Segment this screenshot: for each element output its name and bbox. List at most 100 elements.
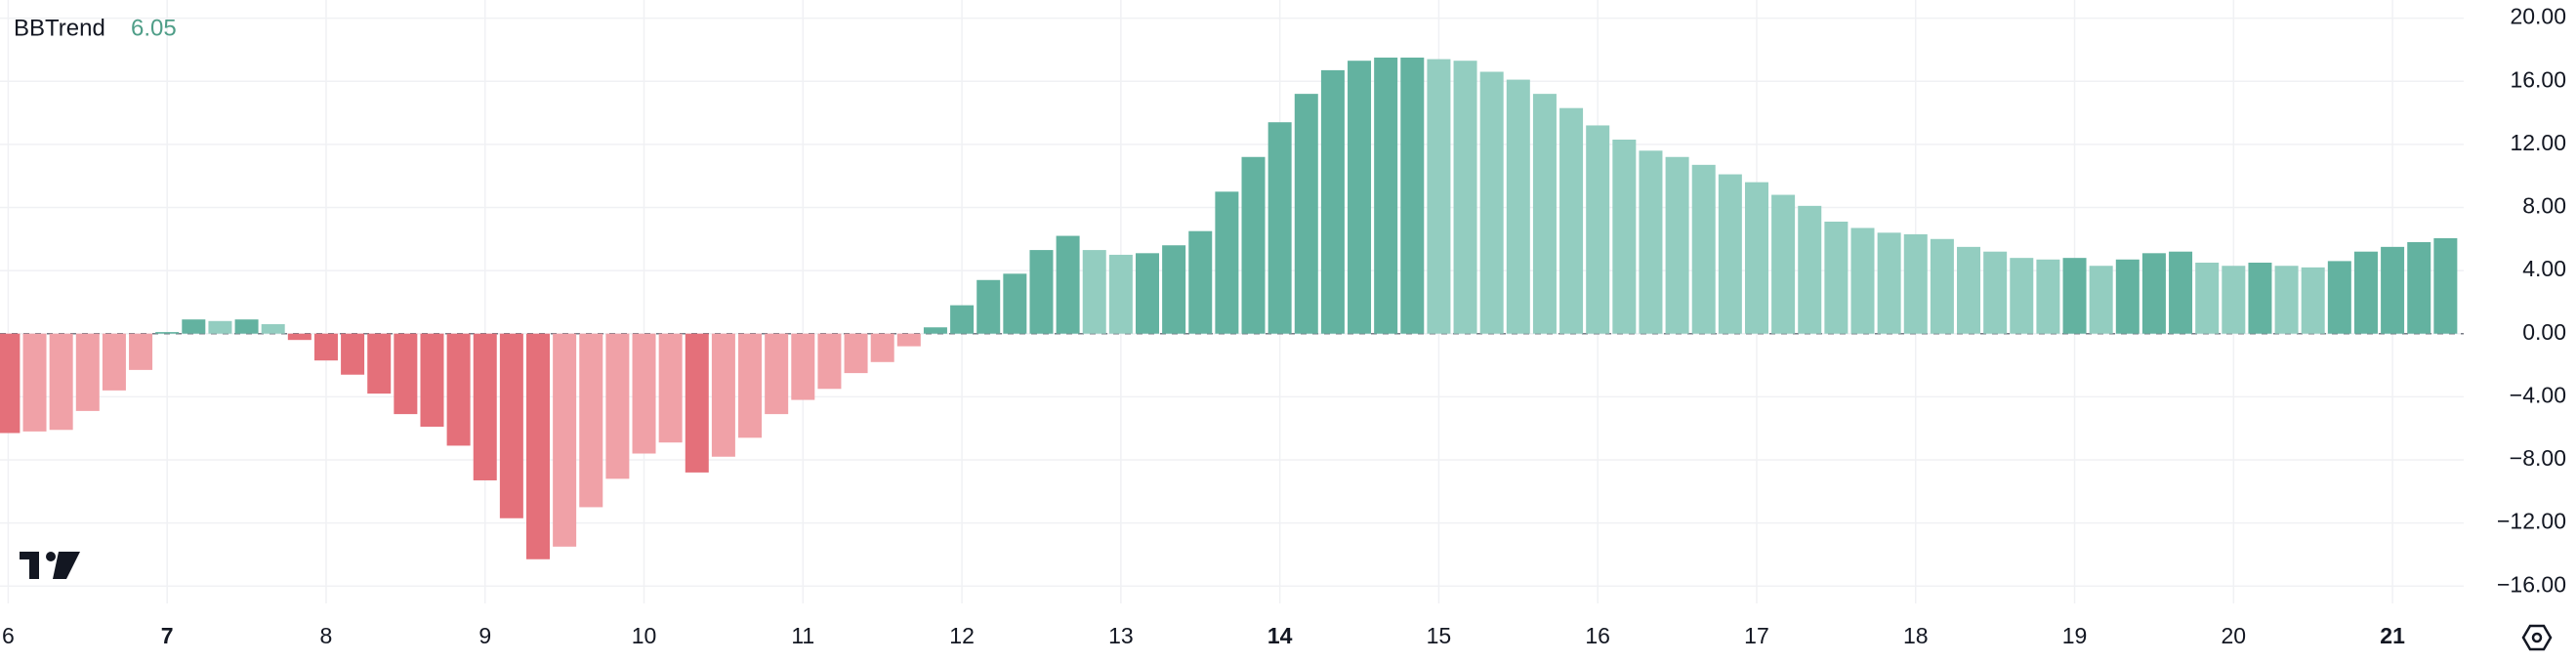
bar <box>2301 267 2325 334</box>
last-value: 6.05 <box>131 15 177 41</box>
bar <box>1267 122 1292 334</box>
bar <box>367 333 392 394</box>
bar <box>1135 253 1159 334</box>
bar <box>1744 182 1768 334</box>
bar <box>1188 230 1213 334</box>
bar <box>950 305 975 334</box>
bar <box>2222 266 2246 334</box>
bar <box>1586 125 1610 334</box>
chart-title: BBTrend <box>14 15 105 41</box>
bar <box>791 333 815 400</box>
bar <box>1691 164 1716 334</box>
bar <box>1348 61 1372 334</box>
settings-icon[interactable] <box>2521 624 2553 651</box>
bar <box>685 333 709 473</box>
bar <box>1665 156 1689 334</box>
bar <box>2089 266 2113 334</box>
x-tick-label: 9 <box>478 623 491 648</box>
bar <box>420 333 444 428</box>
bar <box>923 327 947 334</box>
y-tick-label: 4.00 <box>2522 256 2566 281</box>
x-tick-label: 16 <box>1585 623 1610 648</box>
bar <box>1241 156 1266 334</box>
bar <box>1374 57 1398 334</box>
y-tick-label: −16.00 <box>2497 571 2566 597</box>
bar <box>896 333 921 347</box>
x-tick-label: 11 <box>791 623 814 648</box>
plot <box>0 0 2464 603</box>
bar <box>605 333 630 479</box>
x-tick-label: 6 <box>2 623 15 648</box>
bar <box>1082 250 1106 334</box>
bar <box>2433 237 2458 334</box>
bar <box>2327 261 2351 334</box>
bar <box>2248 263 2272 334</box>
bar <box>2381 246 2405 334</box>
bar <box>313 333 338 361</box>
bar <box>844 333 868 374</box>
bar <box>1479 71 1504 334</box>
bar <box>0 333 21 434</box>
bar <box>208 320 232 334</box>
bar <box>1612 139 1637 334</box>
bar <box>579 333 603 508</box>
bar <box>526 333 550 559</box>
x-tick-label: 10 <box>632 623 657 648</box>
bar <box>870 333 894 362</box>
bar <box>1453 61 1477 334</box>
bar <box>102 333 126 391</box>
bar <box>499 333 523 518</box>
bar <box>1532 94 1557 334</box>
x-tick-label: 19 <box>2062 623 2088 648</box>
bar <box>446 333 471 446</box>
labels: 20.00 16.00 12.00 8.00 4.00 0.00 −4.00 −8.00 −12… <box>2 4 2566 648</box>
bar <box>1003 273 1027 334</box>
y-tick-label: −4.00 <box>2510 382 2566 407</box>
y-tick-label: −12.00 <box>2497 509 2566 534</box>
bar <box>2062 258 2087 334</box>
bar <box>261 324 285 334</box>
bar <box>976 279 1001 334</box>
bar <box>1877 232 1901 334</box>
bar <box>75 333 100 411</box>
bar <box>129 333 153 370</box>
bar <box>738 333 763 438</box>
bar <box>1983 251 2008 334</box>
bar <box>22 333 47 432</box>
bar <box>234 319 259 334</box>
x-tick-label: 20 <box>2222 623 2247 648</box>
x-tick-label: 7 <box>161 623 174 648</box>
bar <box>1506 79 1530 334</box>
bar <box>1559 107 1584 334</box>
logo <box>20 552 80 579</box>
bar <box>1798 205 1822 334</box>
bar <box>1215 191 1239 334</box>
bar <box>49 333 73 431</box>
bar <box>1930 238 1954 334</box>
bar <box>287 333 312 341</box>
y-tick-label: 20.00 <box>2510 4 2566 29</box>
bar <box>1162 245 1186 334</box>
bar <box>2115 259 2140 334</box>
bar <box>1320 69 1345 334</box>
bar <box>473 333 497 480</box>
x-tick-label: 15 <box>1427 623 1452 648</box>
bar <box>1957 246 1981 334</box>
bar <box>553 333 577 547</box>
bar <box>1639 150 1663 334</box>
y-tick-label: −8.00 <box>2510 445 2566 471</box>
bar <box>182 319 206 334</box>
bar <box>1903 233 1928 334</box>
bar <box>1294 94 1318 334</box>
bar <box>1824 222 1849 334</box>
bar <box>1029 250 1054 334</box>
bar <box>155 332 180 334</box>
x-tick-label: 12 <box>949 623 975 648</box>
y-tick-label: 0.00 <box>2522 319 2566 345</box>
bar <box>632 333 656 454</box>
y-tick-label: 12.00 <box>2510 130 2566 155</box>
x-tick-label: 21 <box>2380 623 2405 648</box>
bar <box>2010 258 2034 334</box>
bar <box>1771 194 1796 334</box>
